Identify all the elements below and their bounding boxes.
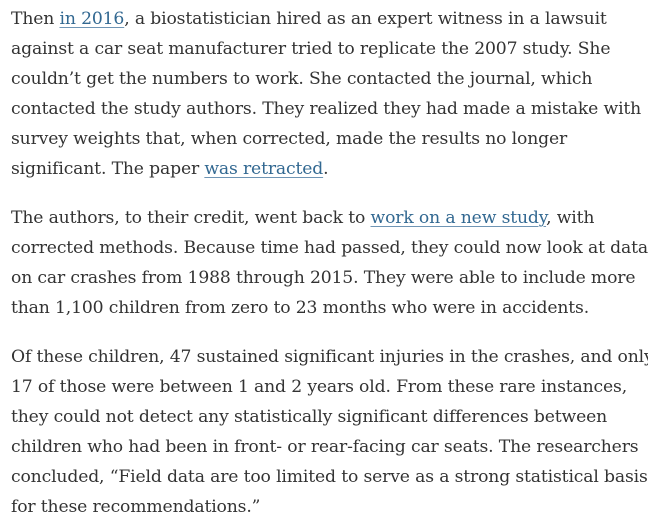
paragraph-findings: Of these children, 47 sustained signific… <box>11 342 648 522</box>
link-in-2016[interactable]: in 2016 <box>59 9 125 29</box>
text-line: concluded, “Field data are too limited t… <box>11 467 648 487</box>
paragraph-retraction: Then in 2016, a biostatistician hired as… <box>11 0 643 184</box>
text-line: Of these children, 47 sustained signific… <box>11 347 648 367</box>
text-line: children who had been in front- or rear-… <box>11 437 639 457</box>
text-line: The authors, to their credit, went back … <box>11 208 595 228</box>
paragraph-new-study: The authors, to their credit, went back … <box>11 203 648 323</box>
text-line: 17 of those were between 1 and 2 years o… <box>11 377 628 397</box>
text-line: against a car seat manufacturer tried to… <box>11 39 611 59</box>
text-line: than 1,100 children from zero to 23 mont… <box>11 298 590 318</box>
link-work-on-a-new-study[interactable]: work on a new study <box>370 208 547 228</box>
text-line: contacted the study authors. They realiz… <box>11 99 642 119</box>
text-line: Then in 2016, a biostatistician hired as… <box>11 9 607 29</box>
article-body: Then in 2016, a biostatistician hired as… <box>11 0 648 522</box>
link-was-retracted[interactable]: was retracted <box>204 159 324 179</box>
text-line: couldn’t get the numbers to work. She co… <box>11 69 593 89</box>
text-line: for these recommendations.” <box>11 497 261 517</box>
text-line: they could not detect any statistically … <box>11 407 608 427</box>
text-line: corrected methods. Because time had pass… <box>11 238 648 258</box>
text-line: on car crashes from 1988 through 2015. T… <box>11 268 636 288</box>
text-line: significant. The paper was retracted. <box>11 159 329 179</box>
text-line: survey weights that, when corrected, mad… <box>11 129 568 149</box>
